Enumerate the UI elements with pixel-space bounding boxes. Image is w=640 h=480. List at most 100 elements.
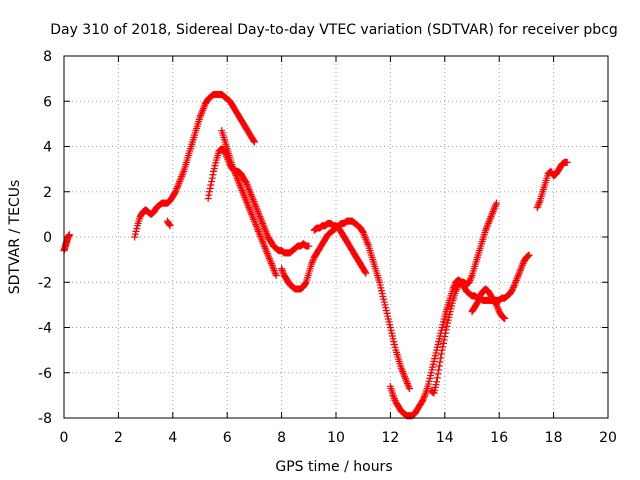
data-point (509, 283, 517, 291)
data-point (271, 270, 279, 278)
data-point (270, 266, 278, 274)
data-point (241, 193, 249, 201)
data-point (263, 248, 271, 256)
data-point (453, 284, 461, 292)
data-point (405, 385, 413, 393)
data-point (265, 254, 273, 262)
data-point (278, 266, 286, 274)
data-point (488, 211, 496, 219)
data-point (244, 202, 252, 210)
x-tick-label: 4 (168, 430, 177, 446)
data-point (206, 184, 214, 192)
data-point (511, 280, 519, 288)
data-point (240, 190, 248, 198)
data-point (250, 197, 258, 205)
data-point (248, 192, 256, 200)
data-point (262, 246, 270, 254)
data-point (441, 329, 449, 337)
data-point (165, 221, 173, 229)
data-point (482, 226, 490, 234)
y-tick-label: 2 (43, 185, 52, 201)
data-point (259, 221, 267, 229)
data-point (235, 178, 243, 186)
data-point (250, 137, 258, 145)
data-point (256, 213, 264, 221)
data-point (196, 113, 204, 121)
x-axis-ticks: 0 2 4 6 8 10 12 14 16 18 20 (60, 56, 617, 446)
data-point (174, 181, 182, 189)
data-point (269, 263, 277, 271)
data-point (271, 268, 279, 276)
data-point (206, 188, 214, 196)
data-point (433, 374, 441, 382)
data-point (257, 214, 265, 222)
data-point (233, 173, 241, 181)
x-axis-label: GPS time / hours (275, 459, 392, 475)
data-point (419, 396, 427, 404)
y-tick-label: 0 (43, 230, 52, 246)
data-point (229, 165, 237, 173)
data-point (255, 229, 263, 237)
data-point (254, 226, 262, 234)
data-point (250, 138, 258, 146)
data-point (473, 299, 481, 307)
data-point (487, 213, 495, 221)
data-point (176, 178, 184, 186)
data-point (399, 368, 407, 376)
data-point (400, 371, 408, 379)
data-point (200, 103, 208, 111)
data-point (248, 212, 256, 220)
data-point (435, 362, 443, 370)
data-point (309, 257, 317, 265)
data-point (251, 219, 259, 227)
data-point (452, 287, 460, 295)
data-point (514, 271, 522, 279)
data-point (403, 378, 411, 386)
data-point (254, 209, 262, 217)
data-point (175, 179, 183, 187)
data-point (263, 230, 271, 238)
data-point (198, 108, 206, 116)
data-point (243, 198, 251, 206)
data-point (173, 184, 181, 192)
data-point (486, 216, 494, 224)
x-tick-label: 0 (60, 430, 69, 446)
data-point (518, 263, 526, 271)
data-points (60, 90, 571, 420)
data-point (401, 374, 409, 382)
data-point (361, 232, 369, 240)
data-point (174, 183, 182, 191)
data-point (516, 268, 524, 276)
data-point (535, 198, 543, 206)
data-point (399, 369, 407, 377)
data-point (494, 304, 502, 312)
x-tick-label: 20 (599, 430, 617, 446)
x-tick-label: 18 (545, 430, 563, 446)
data-point (484, 219, 492, 227)
data-point (489, 208, 497, 216)
data-point (362, 235, 370, 243)
data-point (515, 270, 523, 278)
data-point (441, 333, 449, 341)
data-point (244, 184, 252, 192)
y-tick-label: -4 (38, 321, 52, 337)
data-point (364, 240, 372, 248)
data-point (250, 217, 258, 225)
data-point (242, 197, 250, 205)
data-point (268, 261, 276, 269)
data-point (253, 224, 261, 232)
data-point (234, 176, 242, 184)
data-point (261, 244, 269, 252)
data-point (248, 194, 256, 202)
data-point (257, 234, 265, 242)
data-point (245, 204, 253, 212)
y-axis-ticks: -8 -6 -4 -2 0 2 4 6 8 (38, 49, 608, 427)
data-point (492, 301, 500, 309)
data-point (264, 251, 272, 259)
data-point (525, 251, 533, 259)
data-point (269, 265, 277, 273)
data-point (436, 358, 444, 366)
data-point (404, 381, 412, 389)
y-tick-label: -6 (38, 366, 52, 382)
